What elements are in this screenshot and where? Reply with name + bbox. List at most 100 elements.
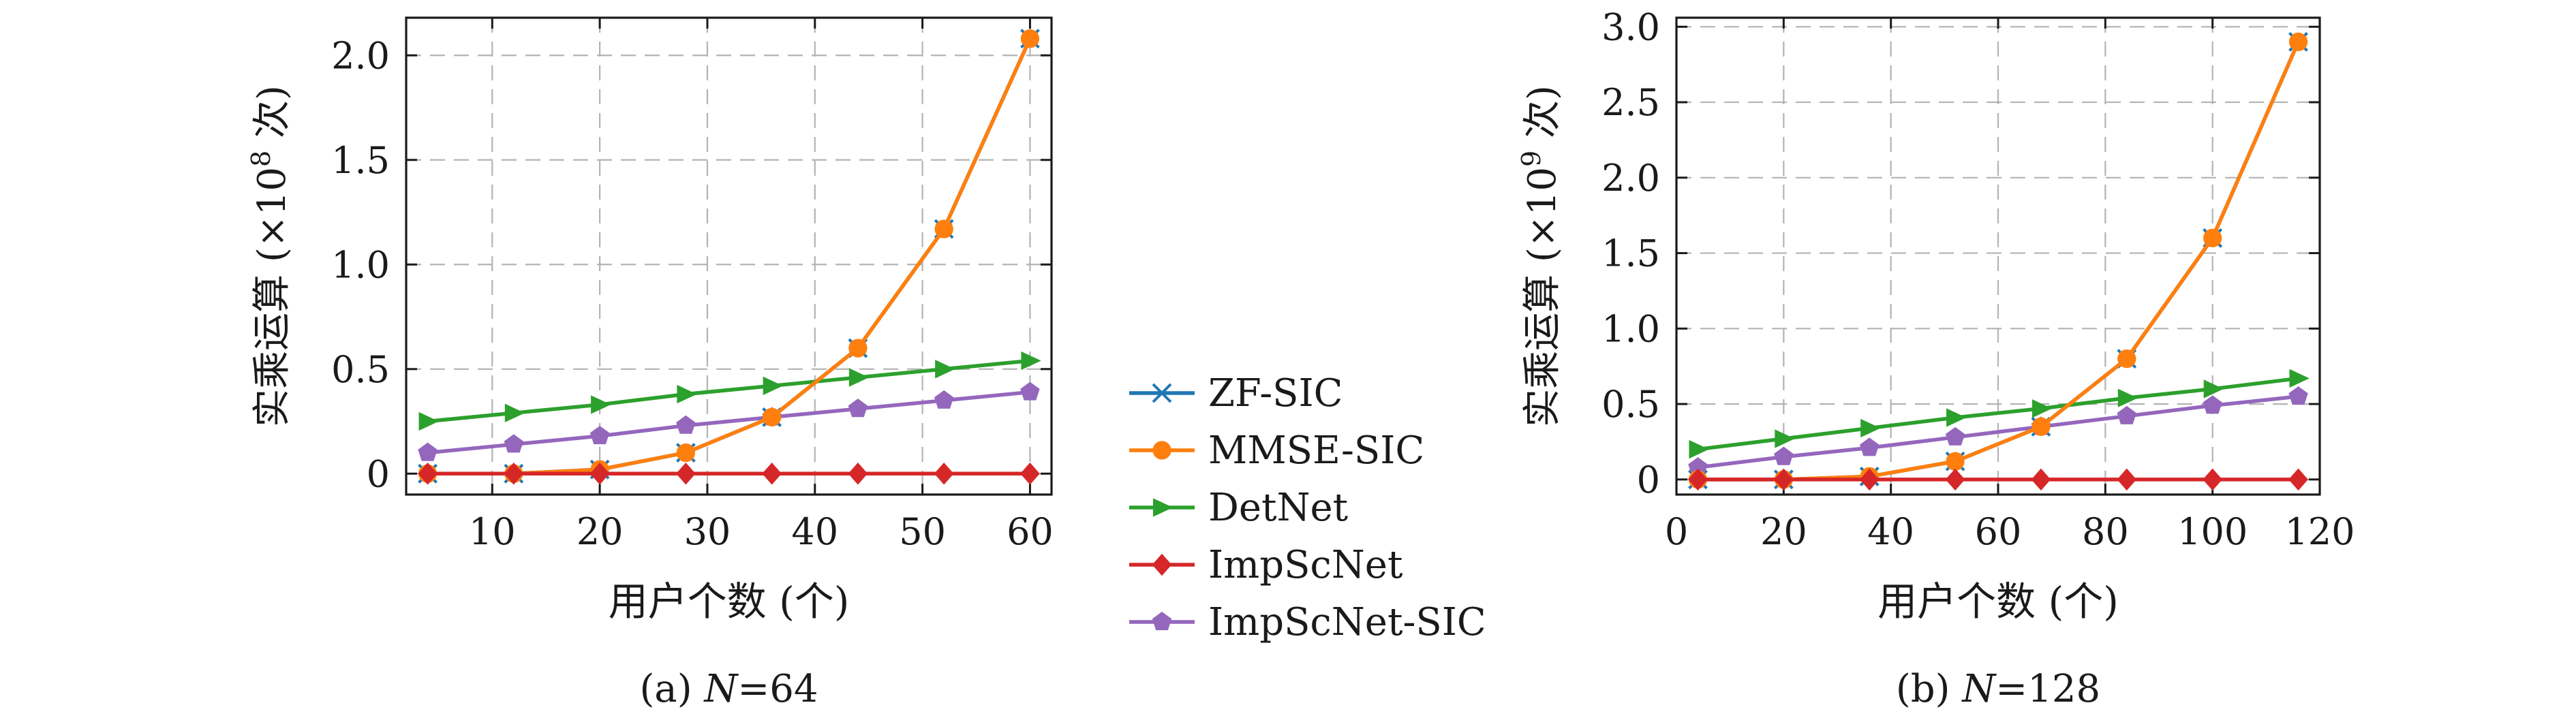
series-impscnet	[418, 463, 1040, 485]
axes: 10 20 30 40 50 60 0 0.5 1.0 1.5 2.0	[331, 18, 1054, 553]
panel-caption: (a) N=64	[639, 667, 818, 711]
legend-marker-pentagon	[1152, 612, 1172, 631]
data-point-detnet	[935, 360, 955, 379]
y-tick-label: 3.0	[1601, 5, 1660, 48]
data-point-detnet	[1946, 408, 1967, 427]
data-point-mmse-sic	[762, 407, 782, 427]
data-point-detnet	[2117, 388, 2138, 407]
data-point-impscnet-sic	[418, 442, 438, 461]
x-tick-label: 20	[577, 510, 624, 553]
legend-item-zf-sic: ZF-SIC	[1129, 371, 1343, 416]
data-point-impscnet-sic	[676, 415, 696, 434]
data-point-detnet	[1860, 418, 1881, 438]
legend-label: ImpScNet-SIC	[1208, 600, 1486, 644]
data-point-mmse-sic	[1020, 29, 1040, 48]
legend-marker-circle	[1152, 441, 1171, 460]
data-point-impscnet-sic	[2117, 405, 2137, 424]
y-tick-label: 1.5	[1601, 232, 1660, 275]
data-point-detnet	[763, 376, 783, 396]
data-point-detnet	[1689, 439, 1709, 459]
legend-label: ZF-SIC	[1208, 371, 1343, 416]
x-tick-label: 120	[2284, 510, 2355, 553]
x-tick-label: 80	[2082, 510, 2129, 553]
y-tick-label: 1.0	[1601, 307, 1660, 350]
data-point-impscnet-sic	[504, 434, 524, 453]
y-tick-label: 0	[1637, 458, 1660, 501]
y-tick-label: 2.5	[1601, 81, 1660, 124]
x-tick-label: 30	[684, 510, 731, 553]
y-axis-label-exponent: 8	[246, 151, 276, 167]
data-point-impscnet	[934, 463, 954, 485]
data-point-impscnet	[2203, 468, 2222, 491]
data-point-mmse-sic	[2203, 228, 2222, 248]
caption-variable: N	[1961, 667, 1997, 711]
data-point-mmse-sic	[848, 339, 868, 358]
x-tick-label: 10	[469, 510, 516, 553]
legend-label: ImpScNet	[1208, 543, 1403, 587]
series-line-impscnet-sic	[427, 390, 1030, 455]
y-tick-label: 0.5	[1601, 383, 1660, 426]
y-axis-label-unit: 次)	[1520, 85, 1565, 151]
series-detnet	[418, 351, 1041, 431]
data-point-mmse-sic	[676, 443, 696, 463]
series-impscnet	[1688, 468, 2308, 491]
panel-caption: (b) N=128	[1896, 667, 2100, 711]
x-tick-label: 40	[1867, 510, 1914, 553]
x-axis-label: 用户个数 (个)	[609, 578, 850, 625]
plot-frame	[1675, 16, 2321, 496]
legend-item-impscnet: ImpScNet	[1129, 543, 1403, 587]
y-tick-label: 1.5	[331, 139, 390, 182]
data-point-impscnet	[2031, 468, 2051, 491]
caption-prefix: (a)	[639, 667, 704, 711]
data-point-detnet	[2031, 399, 2053, 418]
y-tick-label: 1.0	[331, 243, 390, 286]
series-detnet	[1689, 369, 2310, 459]
y-tick-label: 0.5	[331, 348, 390, 391]
data-point-impscnet-sic	[848, 399, 868, 418]
data-point-impscnet	[1774, 468, 1794, 491]
y-axis-label-exponent: 9	[1516, 151, 1546, 167]
x-tick-label: 60	[1975, 510, 2022, 553]
data-point-impscnet	[589, 463, 610, 485]
caption-variable: N	[703, 667, 739, 711]
data-point-impscnet-sic	[589, 426, 610, 445]
data-point-impscnet	[1859, 468, 1880, 491]
plot-frame	[405, 16, 1053, 496]
data-point-impscnet	[504, 463, 524, 485]
legend-marker-diamond	[1152, 553, 1172, 576]
x-tick-label: 60	[1007, 510, 1054, 553]
data-point-detnet	[677, 384, 697, 404]
y-axis-label-text: 实乘运算 (×10	[250, 167, 294, 427]
data-point-impscnet	[1945, 468, 1965, 491]
y-tick-label: 2.0	[1601, 157, 1660, 200]
data-point-impscnet	[1688, 468, 1708, 491]
x-tick-label: 50	[899, 510, 946, 553]
data-point-detnet	[848, 368, 870, 387]
data-point-impscnet	[676, 463, 696, 485]
series-line-detnet	[1698, 376, 2299, 452]
y-tick-label: 0	[367, 452, 390, 495]
data-point-detnet	[418, 411, 439, 431]
y-axis-label: 实乘运算 (×108 次)	[246, 85, 294, 427]
caption-value: =128	[1995, 667, 2100, 711]
y-axis-label-text: 实乘运算 (×10	[1520, 167, 1565, 427]
series-impscnet-sic	[418, 381, 1040, 461]
data-point-impscnet	[1020, 463, 1040, 485]
legend: ZF-SIC MMSE-SIC DetNet ImpScNet ImpScNet-SIC	[1129, 371, 1486, 644]
data-point-mmse-sic	[2117, 349, 2136, 369]
data-point-impscnet-sic	[1688, 457, 1708, 476]
data-point-impscnet	[762, 463, 782, 485]
y-axis-label-unit: 次)	[250, 85, 294, 151]
axes: 0 20 40 60 80 100 120 0 0.5 1.0 1.5 2.0 2.5 3.0	[1601, 5, 2355, 553]
data-point-impscnet-sic	[1774, 446, 1794, 465]
data-point-impscnet	[418, 463, 438, 485]
grid	[1675, 18, 2321, 495]
y-tick-label: 2.0	[331, 34, 390, 77]
x-tick-label: 40	[791, 510, 838, 553]
data-point-mmse-sic	[1946, 452, 1965, 471]
data-point-impscnet-sic	[2288, 386, 2308, 405]
data-point-impscnet-sic	[2203, 395, 2222, 414]
x-tick-label: 100	[2177, 510, 2248, 553]
caption-value: =64	[737, 667, 818, 711]
